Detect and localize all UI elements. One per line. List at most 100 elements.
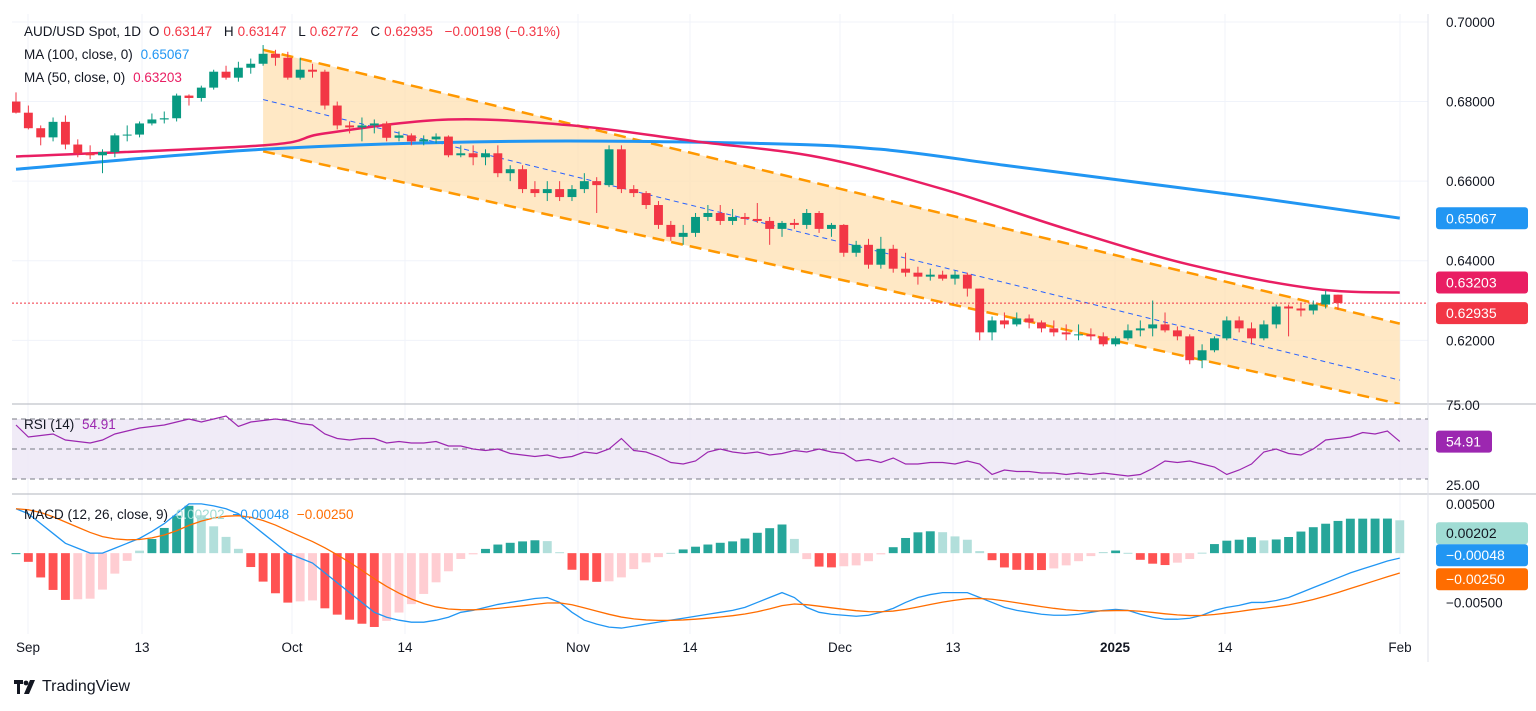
rsi-legend[interactable]: RSI (14) 54.91 <box>24 417 120 432</box>
candle <box>419 135 429 146</box>
candle-body <box>456 153 466 156</box>
candle <box>1049 320 1059 337</box>
macd-hist-bar <box>48 553 58 590</box>
candle <box>369 119 379 134</box>
macd-hist-bar <box>468 553 478 555</box>
macd-hist-bar <box>369 553 379 627</box>
macd-hist-bar <box>777 524 787 554</box>
candle <box>1284 304 1294 337</box>
candle <box>1012 312 1022 327</box>
candle-body <box>122 134 132 136</box>
ma100-line <box>15 139 1400 220</box>
macd-hist-bar <box>975 551 985 554</box>
macd-legend[interactable]: MACD (12, 26, close, 9) 0.00202 −0.00048… <box>24 507 358 522</box>
candle-body <box>209 71 219 88</box>
candle-body <box>196 87 206 98</box>
candle-body <box>579 181 589 190</box>
ohlc-close: C 0.62935 <box>370 24 433 39</box>
macd-hist-bar <box>1370 518 1380 554</box>
candle-body <box>691 216 700 233</box>
candle-body <box>505 169 515 174</box>
candle-body <box>765 220 775 229</box>
candle-body <box>283 57 293 78</box>
candle-body <box>1308 304 1318 311</box>
candle-body <box>913 272 923 277</box>
candle-body <box>85 153 95 156</box>
macd-line-value: −0.00048 <box>232 507 290 522</box>
candle <box>876 236 886 269</box>
candle-body <box>616 149 626 190</box>
candle-body <box>1135 328 1145 331</box>
macd-hist-bar <box>802 553 812 560</box>
candle-body <box>295 69 305 78</box>
candle <box>740 212 750 225</box>
candle-body <box>233 67 243 78</box>
macd-hist-bar <box>1160 553 1170 566</box>
candle <box>555 181 565 202</box>
candle <box>196 85 206 102</box>
macd-hist-bar <box>246 553 256 568</box>
macd-hist-bar <box>419 553 429 594</box>
candle-body <box>406 135 416 142</box>
candle-body <box>258 53 268 64</box>
tradingview-logo[interactable]: TradingView <box>14 678 130 696</box>
candle-body <box>567 189 577 198</box>
macd-hist-bar <box>641 553 651 563</box>
macd-hist-bar <box>1296 531 1306 554</box>
macd-hist-bar <box>592 553 602 582</box>
macd-hist-bar <box>271 553 280 594</box>
macd-hist-bar <box>678 549 688 554</box>
candle <box>12 92 21 114</box>
ma50-legend[interactable]: MA (50, close, 0) 0.63203 <box>24 70 186 85</box>
candle-body <box>36 128 46 138</box>
macd-hist-bar <box>987 553 997 561</box>
candle <box>1061 324 1071 341</box>
macd-hist-bar <box>740 538 750 554</box>
macd-hist-bar <box>925 531 935 554</box>
candle <box>271 49 280 66</box>
candle-body <box>1222 320 1232 339</box>
candle-body <box>308 69 317 72</box>
candle <box>48 117 58 142</box>
candle-body <box>394 135 404 138</box>
macd-hist-bar <box>1247 537 1256 554</box>
macd-hist-value: 0.00202 <box>175 507 225 522</box>
macd-hist-bar <box>962 539 972 554</box>
candle <box>283 51 293 80</box>
macd-hist-bar <box>1358 518 1368 554</box>
macd-hist-bar <box>85 553 95 599</box>
candle <box>172 93 182 122</box>
candle <box>715 205 725 225</box>
macd-hist-bar <box>542 541 552 554</box>
macd-hist-bar <box>1012 553 1022 570</box>
candle <box>616 145 626 194</box>
macd-hist-bar <box>629 553 639 570</box>
candle <box>1197 344 1207 369</box>
macd-hist-bar <box>1148 553 1158 564</box>
candle <box>839 224 849 257</box>
candle <box>604 145 614 188</box>
candle-body <box>518 169 528 190</box>
candle-body <box>23 112 33 129</box>
time-tick-label: 13 <box>945 640 960 655</box>
rsi-label: RSI (14) <box>24 417 75 432</box>
macd-hist-bar <box>579 553 589 581</box>
candle <box>913 266 923 285</box>
candle-body <box>901 268 911 273</box>
candle <box>938 270 948 281</box>
price-change: −0.00198 (−0.31%) <box>444 24 561 39</box>
candle-body <box>1111 338 1121 345</box>
macd-hist-bar <box>406 553 416 605</box>
ma100-legend[interactable]: MA (100, close, 0) 0.65067 <box>24 47 193 62</box>
macd-hist-bar <box>1172 553 1182 563</box>
price-pane <box>12 45 1428 404</box>
candle-body <box>777 222 787 229</box>
candle-body <box>826 224 836 229</box>
macd-hist-bar <box>1024 553 1034 570</box>
candle <box>320 69 330 110</box>
candle-body <box>654 205 663 225</box>
macd-hist-bar <box>604 553 614 582</box>
channel-mid-line <box>262 99 1400 381</box>
tradingview-icon <box>14 680 35 694</box>
macd-hist-bar <box>851 553 861 566</box>
